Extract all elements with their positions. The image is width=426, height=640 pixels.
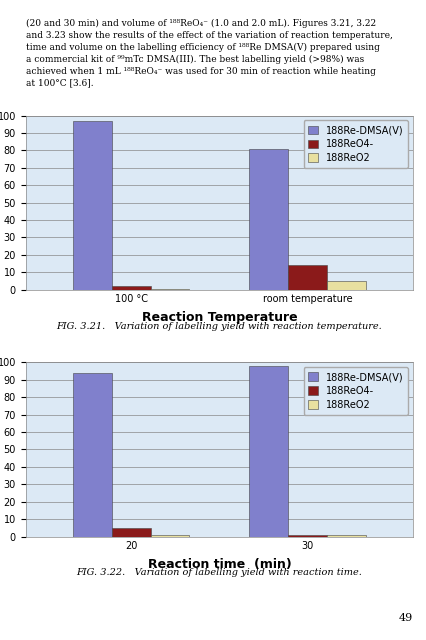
Bar bbox=[151, 289, 190, 290]
Bar bbox=[112, 286, 151, 290]
Bar bbox=[249, 366, 288, 536]
Bar bbox=[288, 535, 327, 536]
Legend: 188Re-DMSA(V), 188ReO4-, 188ReO2: 188Re-DMSA(V), 188ReO4-, 188ReO2 bbox=[303, 120, 409, 168]
Bar bbox=[151, 535, 190, 536]
Bar bbox=[288, 266, 327, 290]
Text: (20 and 30 min) and volume of ¹⁸⁸ReO₄⁻ (1.0 and 2.0 mL). Figures 3.21, 3.22
and : (20 and 30 min) and volume of ¹⁸⁸ReO₄⁻ (… bbox=[26, 19, 392, 88]
Bar bbox=[327, 281, 366, 290]
X-axis label: Reaction Temperature: Reaction Temperature bbox=[141, 311, 297, 324]
Legend: 188Re-DMSA(V), 188ReO4-, 188ReO2: 188Re-DMSA(V), 188ReO4-, 188ReO2 bbox=[303, 367, 409, 415]
Bar bbox=[249, 148, 288, 290]
Bar bbox=[327, 535, 366, 536]
Text: FIG. 3.21.   Variation of labelling yield with reaction temperature.: FIG. 3.21. Variation of labelling yield … bbox=[57, 321, 382, 330]
Bar bbox=[73, 121, 112, 290]
Text: FIG. 3.22.   Variation of labelling yield with reaction time.: FIG. 3.22. Variation of labelling yield … bbox=[76, 568, 363, 577]
X-axis label: Reaction time  (min): Reaction time (min) bbox=[147, 557, 291, 571]
Bar bbox=[112, 528, 151, 536]
Bar bbox=[73, 373, 112, 536]
Text: 49: 49 bbox=[399, 613, 413, 623]
